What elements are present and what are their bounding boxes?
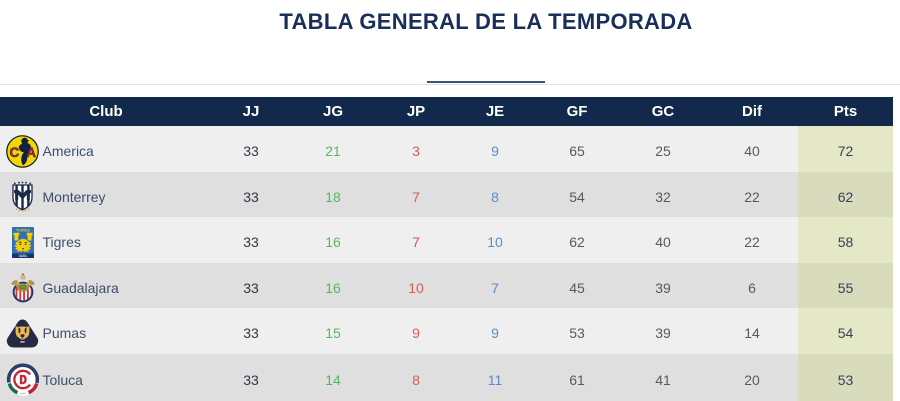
svg-text:TIGRES: TIGRES xyxy=(16,228,30,232)
svg-text:C: C xyxy=(10,145,20,160)
svg-text:UANL: UANL xyxy=(18,254,27,258)
svg-text:A: A xyxy=(26,145,36,160)
